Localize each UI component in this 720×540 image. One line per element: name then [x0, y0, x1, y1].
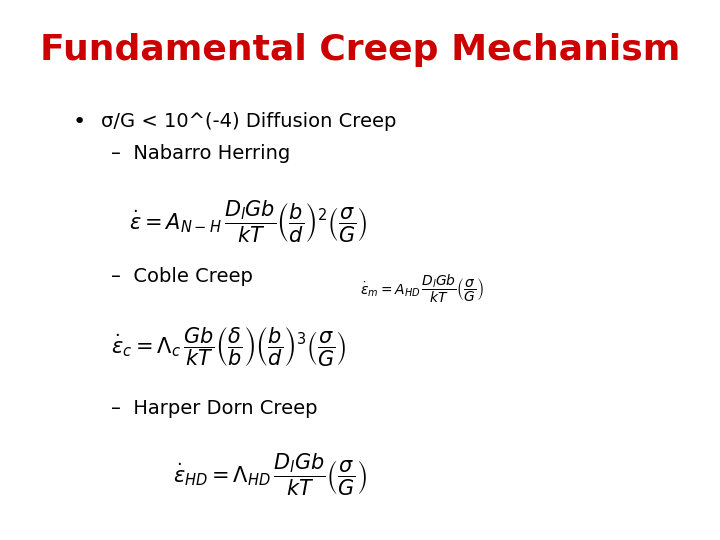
Text: Fundamental Creep Mechanism: Fundamental Creep Mechanism	[40, 33, 680, 68]
Text: $\dot{\varepsilon}_m = A_{HD}\,\dfrac{D_l Gb}{kT}\left(\dfrac{\sigma}{G}\right)$: $\dot{\varepsilon}_m = A_{HD}\,\dfrac{D_…	[360, 273, 484, 306]
Text: $\dot{\varepsilon}_c = \Lambda_c\,\dfrac{Gb}{kT}\left(\dfrac{\delta}{b}\right)\l: $\dot{\varepsilon}_c = \Lambda_c\,\dfrac…	[110, 325, 346, 368]
Text: σ/G < 10^(-4) Diffusion Creep: σ/G < 10^(-4) Diffusion Creep	[101, 112, 397, 131]
Text: –  Coble Creep: – Coble Creep	[110, 267, 253, 286]
Text: •: •	[73, 112, 86, 132]
Text: $\dot{\varepsilon}_{HD} = \Lambda_{HD}\,\dfrac{D_l Gb}{kT}\left(\dfrac{\sigma}{G: $\dot{\varepsilon}_{HD} = \Lambda_{HD}\,…	[173, 451, 366, 498]
Text: –  Harper Dorn Creep: – Harper Dorn Creep	[110, 399, 317, 418]
Text: –  Nabarro Herring: – Nabarro Herring	[110, 144, 289, 163]
Text: $\dot{\varepsilon} = A_{N-H}\,\dfrac{D_l Gb}{kT}\left(\dfrac{b}{d}\right)^2\left: $\dot{\varepsilon} = A_{N-H}\,\dfrac{D_l…	[129, 199, 368, 245]
